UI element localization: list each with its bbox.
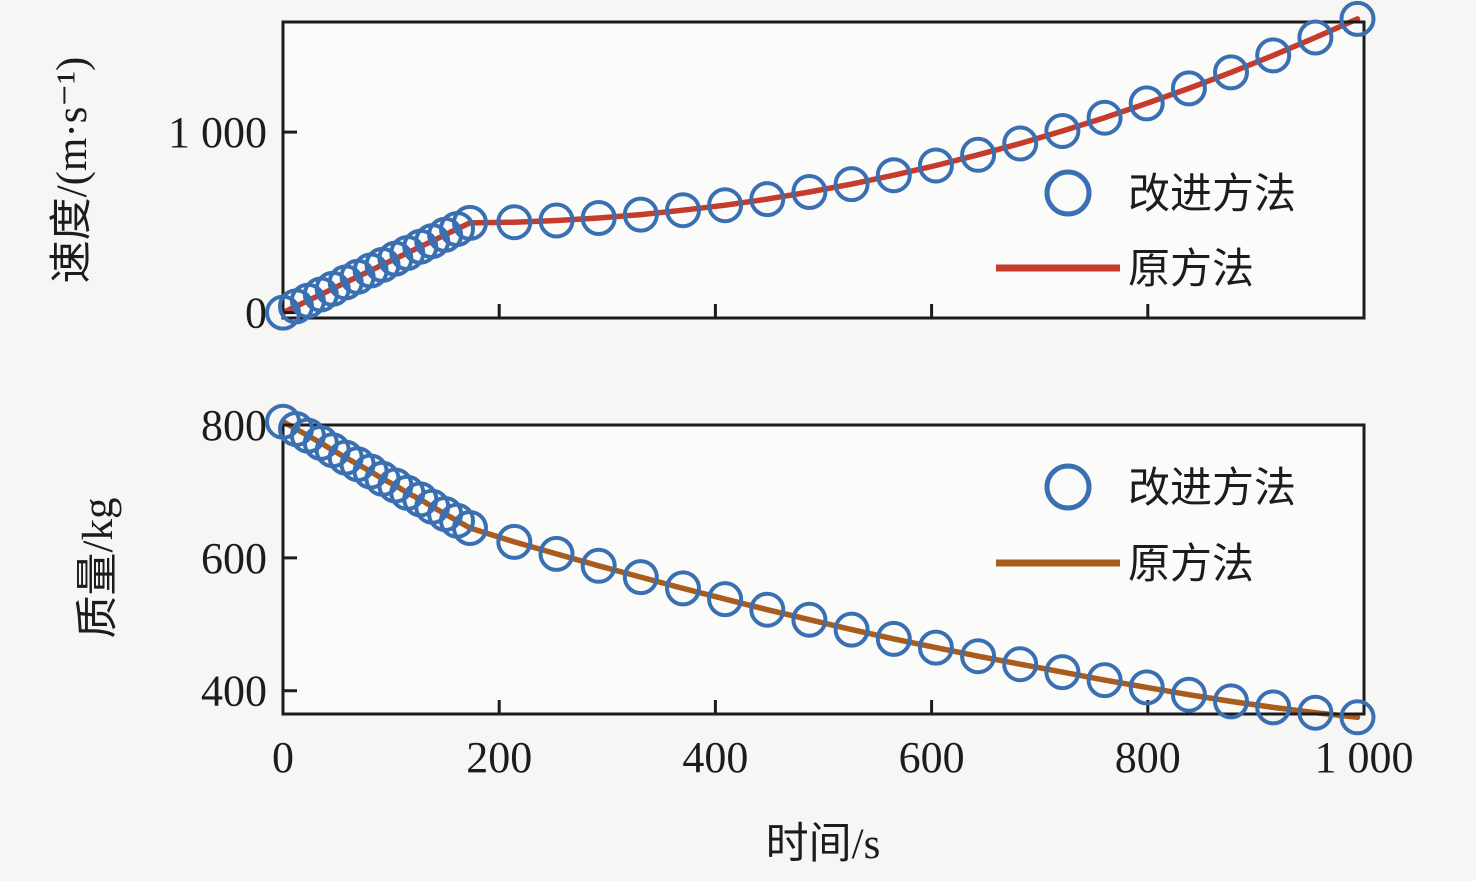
- data-point-marker: [875, 157, 912, 194]
- x-tick-label: 400: [682, 733, 748, 782]
- data-point-marker: [622, 559, 659, 596]
- data-point-marker: [1297, 694, 1334, 731]
- data-point-marker: [1213, 54, 1249, 91]
- data-point-marker: [791, 174, 828, 210]
- data-point-marker: [496, 204, 533, 241]
- x-tick-label: 1 000: [1315, 733, 1414, 782]
- y-tick-label: 800: [201, 401, 267, 450]
- data-point-marker: [1086, 99, 1123, 136]
- data-point-marker: [452, 204, 488, 241]
- data-point-marker: [1339, 0, 1376, 37]
- data-point-marker: [452, 510, 488, 546]
- legend-label: 改进方法: [1128, 172, 1296, 218]
- x-tick-label: 200: [466, 733, 532, 782]
- x-tick-label: 800: [1115, 733, 1181, 782]
- legend-circle-marker: [1044, 463, 1092, 511]
- data-point-marker: [1002, 125, 1039, 162]
- data-point-marker: [833, 611, 870, 648]
- data-point-marker: [665, 570, 701, 607]
- data-point-marker: [1044, 654, 1081, 691]
- data-point-marker: [875, 620, 912, 657]
- data-point-marker: [707, 187, 744, 224]
- data-point-marker: [791, 601, 828, 638]
- data-point-marker: [1339, 699, 1376, 736]
- x-tick-label: 0: [272, 733, 294, 782]
- data-point-marker: [707, 581, 744, 618]
- data-point-marker: [496, 523, 533, 560]
- data-point-marker: [1128, 669, 1165, 706]
- y-tick-label: 600: [201, 534, 267, 583]
- data-point-marker: [1002, 646, 1039, 683]
- data-point-marker: [917, 629, 954, 666]
- data-point-marker: [960, 136, 997, 173]
- data-point-marker: [833, 166, 870, 203]
- data-point-marker: [538, 202, 575, 239]
- legend-label: 原方法: [1128, 542, 1254, 588]
- y-tick-label: 400: [201, 667, 267, 716]
- legend-label: 原方法: [1128, 247, 1254, 293]
- y-axis-label: 质量/kg: [75, 498, 122, 639]
- data-point-marker: [1170, 70, 1207, 107]
- data-point-marker: [1213, 683, 1249, 720]
- data-point-marker: [749, 181, 786, 218]
- data-point-marker: [538, 535, 575, 572]
- legend-label: 改进方法: [1128, 466, 1296, 512]
- data-point-marker: [960, 638, 997, 675]
- data-point-marker: [1086, 662, 1123, 699]
- y-axis-label: 速度/(m·s⁻¹): [49, 57, 96, 284]
- data-point-marker: [1128, 85, 1165, 122]
- y-tick-label: 1 000: [168, 108, 267, 157]
- data-point-marker: [665, 192, 701, 229]
- data-point-marker: [580, 200, 617, 236]
- plot-frame: [281, 20, 1366, 320]
- x-tick-label: 600: [899, 733, 965, 782]
- legend-circle-marker: [1044, 169, 1092, 217]
- data-point-marker: [1255, 689, 1292, 726]
- x-axis-label: 时间/s: [766, 821, 881, 868]
- plot-area: [283, 425, 1364, 714]
- data-point-marker: [1170, 676, 1207, 713]
- y-tick-label: 0: [245, 289, 267, 338]
- data-point-marker: [917, 147, 954, 184]
- data-point-marker: [622, 196, 659, 233]
- data-point-marker: [1044, 113, 1081, 149]
- data-point-marker: [1255, 37, 1292, 74]
- data-point-marker: [1297, 19, 1334, 56]
- chart-1: 0 200 400 600 800 1 000 400 600 800 质量/kg 时间/s 改进方法…: [75, 401, 1414, 868]
- data-point-marker: [749, 591, 786, 628]
- data-point-marker: [580, 547, 617, 584]
- plot-frame: [281, 423, 1366, 716]
